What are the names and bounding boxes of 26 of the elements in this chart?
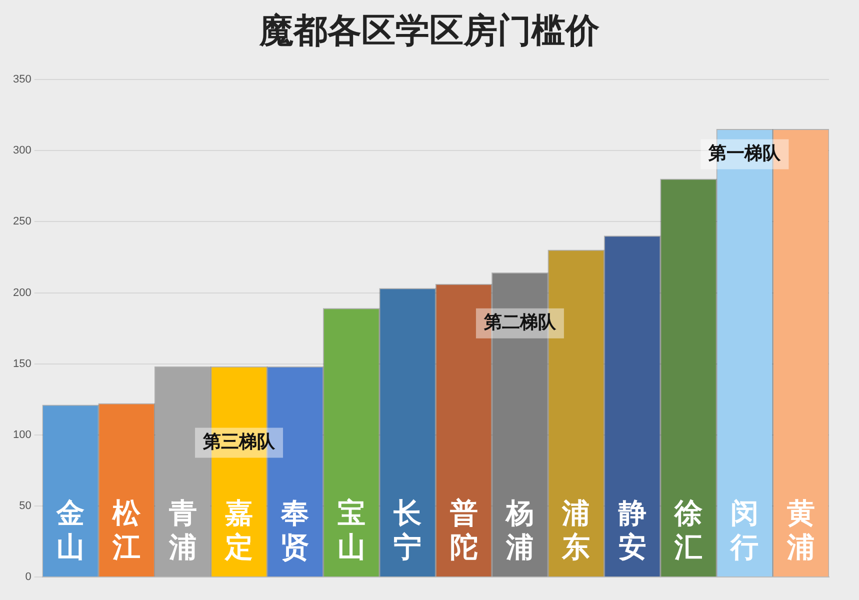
annotation: 第一梯队 [708, 142, 782, 164]
chart-title: 魔都各区学区房门槛价 [258, 10, 600, 53]
y-tick-label: 100 [12, 428, 32, 441]
y-tick-label: 350 [12, 74, 32, 86]
x-tick-label: 徐汇 [674, 496, 704, 564]
x-tick-label: 奉贤 [280, 496, 310, 564]
x-tick-label: 长宁 [392, 496, 422, 564]
x-tick-label: 黄浦 [786, 496, 815, 564]
y-tick-label: 0 [25, 571, 32, 584]
x-tick-label: 金山 [55, 496, 84, 564]
y-tick-label: 250 [12, 216, 32, 228]
x-tick-label: 静安 [617, 496, 646, 564]
y-tick-label: 300 [12, 144, 32, 157]
y-tick-label: 150 [12, 358, 32, 370]
annotation: 第二梯队 [482, 312, 557, 333]
x-tick-label: 嘉定 [224, 496, 254, 564]
y-tick-label: 50 [19, 500, 32, 512]
x-tick-label: 宝山 [337, 496, 366, 564]
x-tick-label: 松江 [112, 496, 142, 564]
x-tick-label: 浦东 [561, 496, 590, 564]
annotation: 第三梯队 [202, 431, 276, 452]
x-tick-label: 杨浦 [504, 496, 534, 564]
x-tick-label: 普陀 [448, 496, 478, 564]
x-tick-label: 闵行 [730, 496, 759, 564]
y-tick-label: 200 [12, 286, 32, 299]
x-tick-label: 青浦 [168, 496, 197, 564]
